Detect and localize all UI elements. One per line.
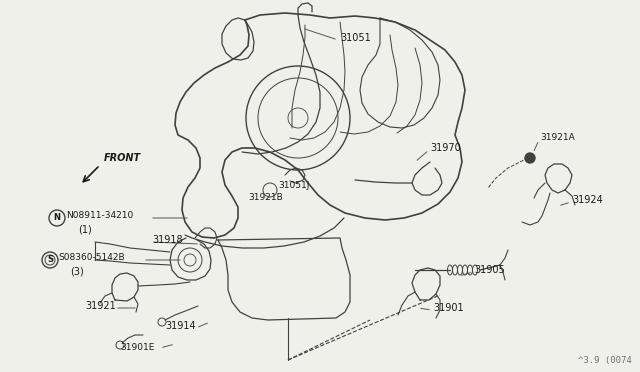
Text: 31921: 31921 (85, 301, 116, 311)
Text: 31905: 31905 (474, 265, 505, 275)
Text: S: S (47, 256, 53, 264)
Text: (3): (3) (70, 266, 84, 276)
Text: 31051J: 31051J (278, 180, 309, 189)
Text: 31924: 31924 (572, 195, 603, 205)
Text: (1): (1) (78, 224, 92, 234)
Text: S08360-5142B: S08360-5142B (58, 253, 125, 263)
Text: 31921B: 31921B (248, 193, 283, 202)
Text: 31921A: 31921A (540, 134, 575, 142)
Text: N: N (54, 214, 61, 222)
Circle shape (525, 153, 535, 163)
Text: 31051: 31051 (340, 33, 371, 43)
Text: 31914: 31914 (165, 321, 196, 331)
Text: N08911-34210: N08911-34210 (66, 212, 133, 221)
Text: FRONT: FRONT (104, 153, 141, 163)
Text: 31918: 31918 (152, 235, 182, 245)
Text: ^3.9 (0074: ^3.9 (0074 (579, 356, 632, 365)
Text: 31970: 31970 (430, 143, 461, 153)
Text: 31901: 31901 (433, 303, 463, 313)
Text: 31901E: 31901E (120, 343, 154, 353)
